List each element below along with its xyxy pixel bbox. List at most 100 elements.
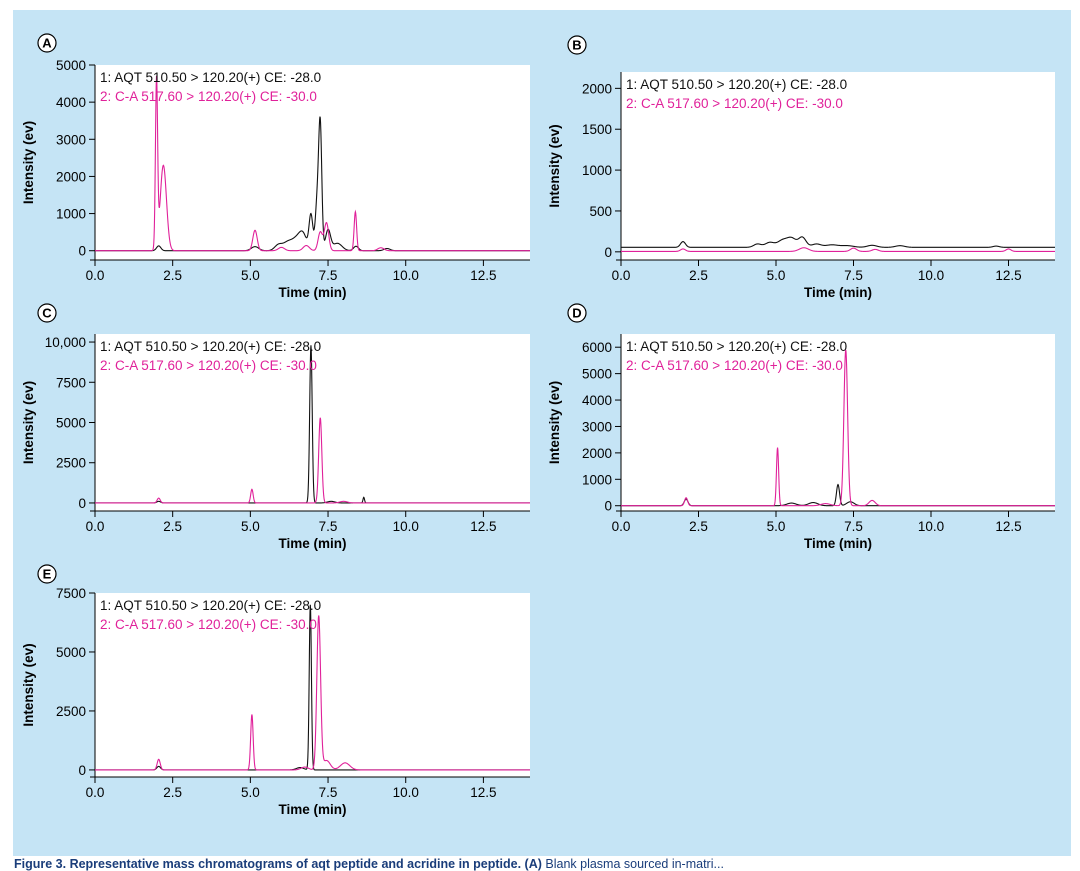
panel-badge-circle	[37, 303, 57, 323]
y-axis-title: Intensity (ev)	[547, 381, 562, 464]
x-axis-title: Time (min)	[804, 285, 872, 300]
x-tick-label: 12.5	[995, 268, 1021, 283]
y-axis-title: Intensity (ev)	[547, 124, 562, 207]
x-tick-label: 2.5	[163, 785, 182, 800]
legend-entry-ca: 2: C-A 517.60 > 120.20(+) CE: -30.0	[100, 89, 317, 104]
x-tick-label: 7.5	[319, 519, 338, 534]
y-tick-label: 2500	[56, 704, 86, 719]
y-tick-label: 0	[604, 499, 612, 514]
legend-entry-aqt: 1: AQT 510.50 > 120.20(+) CE: -28.0	[626, 339, 847, 354]
panel-badge-label: E	[43, 567, 52, 582]
panel-badge-label: A	[42, 36, 52, 51]
panel-badge-circle	[37, 33, 57, 53]
x-tick-label: 5.0	[241, 268, 260, 283]
panel-badge-label: C	[42, 306, 52, 321]
x-tick-label: 0.0	[612, 268, 631, 283]
plot-area	[621, 334, 1055, 511]
legend-entry-aqt: 1: AQT 510.50 > 120.20(+) CE: -28.0	[100, 339, 321, 354]
caption-rest: Blank plasma sourced in-matri...	[541, 857, 724, 871]
x-tick-label: 0.0	[86, 268, 105, 283]
x-tick-label: 12.5	[995, 519, 1021, 534]
y-tick-label: 0	[604, 245, 612, 260]
series-line-ca	[95, 417, 530, 504]
x-tick-label: 2.5	[689, 268, 708, 283]
x-axis-title: Time (min)	[278, 802, 346, 817]
y-tick-label: 5000	[56, 58, 86, 73]
x-tick-label: 7.5	[844, 268, 863, 283]
panel-badge-label: B	[572, 38, 581, 53]
legend-entry-ca: 2: C-A 517.60 > 120.20(+) CE: -30.0	[100, 358, 317, 373]
x-tick-label: 2.5	[163, 268, 182, 283]
y-tick-label: 2000	[582, 81, 612, 96]
series-line-ca	[621, 349, 1055, 507]
y-tick-label: 7500	[56, 586, 86, 601]
y-tick-label: 10,000	[45, 335, 86, 350]
caption-bold: Figure 3. Representative mass chromatogr…	[14, 857, 542, 871]
panel-badge-label: D	[572, 306, 581, 321]
x-tick-label: 5.0	[767, 519, 786, 534]
legend-entry-aqt: 1: AQT 510.50 > 120.20(+) CE: -28.0	[626, 77, 847, 92]
series-line-ca	[95, 615, 530, 771]
y-tick-label: 1000	[582, 472, 612, 487]
x-tick-label: 12.5	[470, 785, 496, 800]
panel-d: D 0.0 2.5 5.0 7.5 10.0 12.5 0 1000 2000 3000 4000 50…	[547, 303, 1055, 551]
y-tick-label: 1500	[582, 122, 612, 137]
x-tick-label: 0.0	[86, 519, 105, 534]
x-tick-label: 5.0	[767, 268, 786, 283]
x-tick-label: 10.0	[393, 268, 419, 283]
y-tick-label: 2500	[56, 456, 86, 471]
x-tick-label: 10.0	[918, 268, 944, 283]
x-tick-label: 0.0	[612, 519, 631, 534]
x-tick-label: 10.0	[918, 519, 944, 534]
legend-entry-aqt: 1: AQT 510.50 > 120.20(+) CE: -28.0	[100, 598, 321, 613]
y-tick-label: 0	[78, 763, 86, 778]
x-tick-label: 12.5	[470, 268, 496, 283]
y-tick-label: 4000	[582, 393, 612, 408]
x-tick-label: 2.5	[163, 519, 182, 534]
x-tick-label: 5.0	[241, 785, 260, 800]
y-tick-label: 0	[78, 496, 86, 511]
series-line-aqt	[621, 236, 1055, 248]
y-tick-label: 6000	[582, 340, 612, 355]
series-line-ca	[95, 75, 530, 252]
figure-caption: Figure 3. Representative mass chromatogr…	[14, 857, 1074, 871]
panel-badge-circle	[567, 303, 587, 323]
y-tick-label: 5000	[56, 416, 86, 431]
legend-entry-ca: 2: C-A 517.60 > 120.20(+) CE: -30.0	[626, 358, 843, 373]
y-tick-label: 2000	[56, 169, 86, 184]
x-tick-label: 5.0	[241, 519, 260, 534]
y-tick-label: 7500	[56, 375, 86, 390]
x-tick-label: 12.5	[470, 519, 496, 534]
y-axis-title: Intensity (ev)	[21, 381, 36, 464]
x-tick-label: 7.5	[844, 519, 863, 534]
x-axis-title: Time (min)	[278, 285, 346, 300]
panel-e: E 0.0 2.5 5.0 7.5 10.0 12.5 0 2500 5000 7500 Time (…	[21, 564, 530, 817]
x-tick-label: 10.0	[393, 785, 419, 800]
y-tick-label: 4000	[56, 95, 86, 110]
panel-badge-circle	[567, 35, 587, 55]
legend-entry-aqt: 1: AQT 510.50 > 120.20(+) CE: -28.0	[100, 70, 321, 85]
y-axis-title: Intensity (ev)	[21, 121, 36, 204]
plot-area	[621, 72, 1055, 260]
x-tick-label: 10.0	[393, 519, 419, 534]
y-tick-label: 1000	[582, 163, 612, 178]
y-tick-label: 1000	[56, 207, 86, 222]
x-tick-label: 0.0	[86, 785, 105, 800]
y-tick-label: 0	[78, 244, 86, 259]
series-line-ca	[621, 247, 1055, 252]
x-tick-label: 7.5	[319, 268, 338, 283]
panel-b: B 0.0 2.5 5.0 7.5 10.0 12.5 0 500 1000 1500 2000 Tim…	[547, 35, 1055, 300]
y-tick-label: 5000	[582, 367, 612, 382]
x-axis-title: Time (min)	[278, 536, 346, 551]
panel-a: A 0.0 2.5 5.0 7.5 10.0 12.5 0 1000 2000 3000 4000 50…	[21, 33, 530, 300]
y-tick-label: 2000	[582, 446, 612, 461]
plot-area	[95, 65, 530, 260]
y-tick-label: 5000	[56, 645, 86, 660]
y-tick-label: 3000	[582, 419, 612, 434]
x-tick-label: 2.5	[689, 519, 708, 534]
x-axis-title: Time (min)	[804, 536, 872, 551]
legend-entry-ca: 2: C-A 517.60 > 120.20(+) CE: -30.0	[100, 617, 317, 632]
legend-entry-ca: 2: C-A 517.60 > 120.20(+) CE: -30.0	[626, 96, 843, 111]
panel-c: C 0.0 2.5 5.0 7.5 10.0 12.5 0 2500 5000 7500 10,000…	[21, 303, 530, 551]
